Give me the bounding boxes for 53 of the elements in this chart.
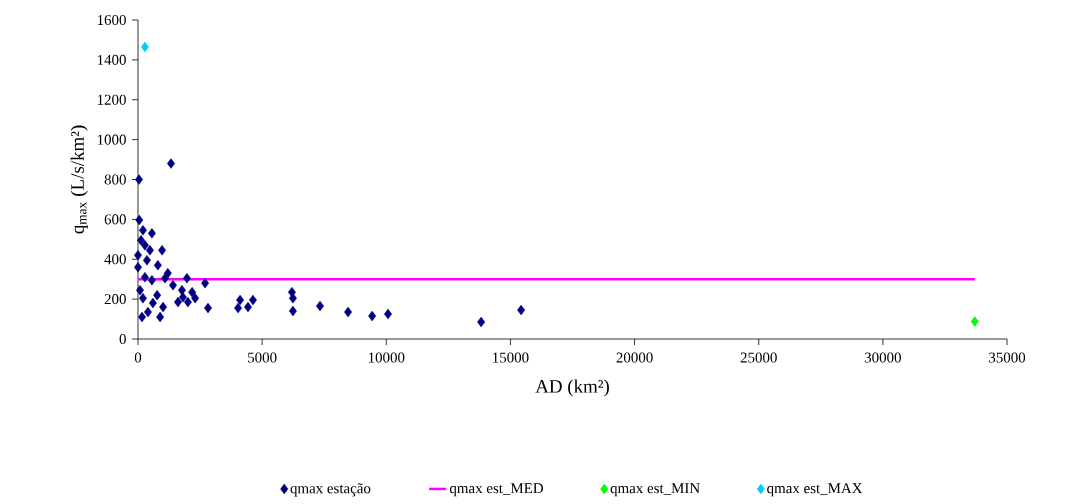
point (158, 245, 167, 256)
point (156, 311, 165, 323)
point (517, 304, 526, 316)
x-tick-label: 5000 (248, 352, 277, 363)
point (178, 291, 187, 303)
point (191, 292, 200, 304)
x-tick-label: 20000 (616, 352, 653, 363)
x-tick-label: 30000 (864, 352, 901, 363)
x-tick-label: 35000 (989, 352, 1026, 363)
point (477, 316, 486, 328)
y-tick-label: 800 (104, 174, 126, 185)
point (167, 158, 175, 169)
x-axis-title: AD (km²) (535, 379, 609, 397)
point (288, 305, 297, 317)
point (183, 296, 192, 308)
point (139, 225, 147, 236)
point (147, 274, 156, 286)
y-tick-label: 0 (119, 333, 126, 345)
y-axis-title: q$_{max}$ (L/s/km²) (70, 125, 88, 234)
point (368, 310, 377, 322)
point (134, 250, 142, 261)
legend-label: qmax estação (290, 483, 371, 497)
legend-label: qmax est_MED (449, 483, 543, 497)
point (234, 302, 243, 314)
y-tick-label: 1000 (97, 134, 126, 145)
point (161, 272, 170, 284)
point (135, 174, 143, 185)
point (153, 260, 162, 271)
point (145, 245, 154, 256)
y-tick-label: 600 (104, 214, 126, 225)
point (159, 301, 168, 313)
legend-label: qmax est_MIN (610, 483, 700, 497)
point (134, 262, 142, 273)
point (142, 255, 151, 266)
point (970, 316, 979, 327)
x-tick-label: 10000 (368, 352, 405, 363)
point (135, 214, 144, 226)
y-tick-label: 200 (104, 294, 126, 305)
y-tick-label: 1400 (97, 54, 126, 65)
point (137, 235, 145, 246)
legend-label: qmax est_MAX (767, 483, 863, 497)
x-tick-label: 15000 (493, 352, 529, 363)
y-tick-label: 1200 (97, 94, 126, 105)
point (182, 272, 191, 284)
point (148, 297, 157, 309)
x-tick-label: 0 (134, 352, 142, 363)
point (188, 286, 197, 298)
x-tick-label: 25000 (740, 352, 777, 363)
point (147, 228, 156, 239)
y-tick-label: 1600 (97, 14, 126, 26)
point (143, 306, 152, 318)
y-tick-label: 400 (104, 254, 126, 265)
point (153, 289, 162, 301)
